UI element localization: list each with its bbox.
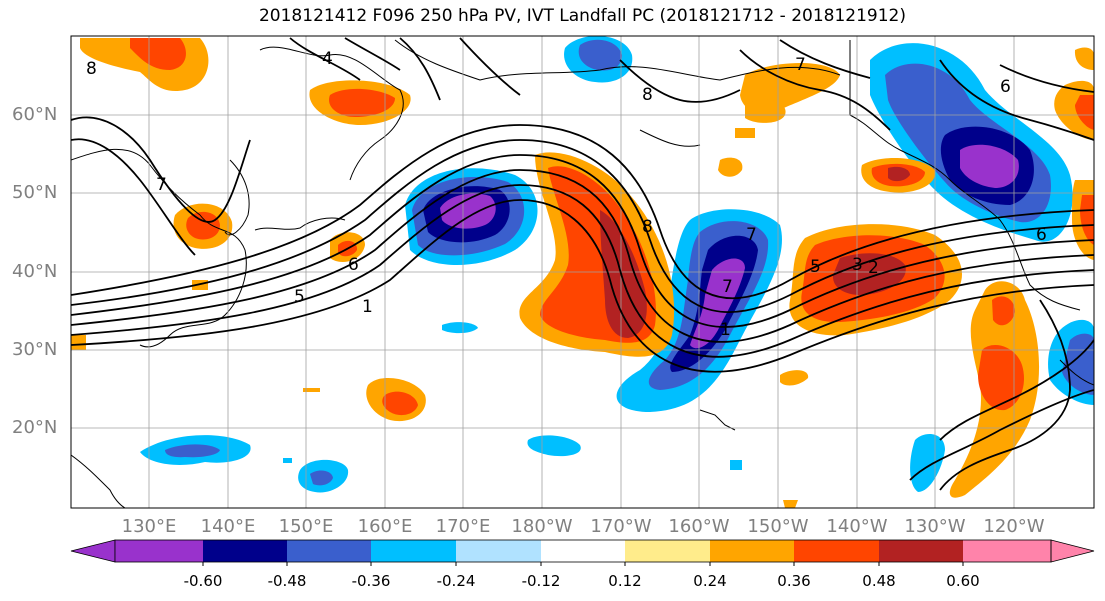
colorbar-tick-label: 0.12 [608,572,642,590]
positive-anomaly-east-coast [949,47,1094,498]
contour-label: 2 [868,258,879,278]
contour-label: 5 [294,287,305,307]
lon-label: 120°W [983,516,1045,537]
contour-label: 6 [348,255,359,275]
lon-label: 140°W [826,516,888,537]
lon-label: 170°W [590,516,652,537]
lat-label: 60°N [12,104,58,125]
lon-label: 140°E [200,516,256,537]
colorbar-tick-label: 0.48 [862,572,896,590]
colorbar-max-extend [1050,539,1095,563]
negative-anomaly-north [564,36,633,83]
lon-label: 130°W [904,516,966,537]
negative-anomaly-small-blobs [140,322,945,493]
contour-label: 7 [722,277,733,297]
lon-label: 160°E [357,516,413,537]
lon-label: 170°E [435,516,491,537]
contour-label: 4 [322,49,333,69]
contour-label: 7 [156,175,167,195]
contour-label: 8 [642,85,653,105]
contour-label: 1 [362,297,373,317]
positive-anomaly-alaska-gulf [861,158,936,193]
positive-anomaly-japan [71,203,365,350]
contour-label: 5 [810,257,821,277]
positive-anomaly-gulf [789,224,962,336]
map-title: 2018121412 F096 250 hPa PV, IVT Landfall… [258,6,906,26]
lat-label: 30°N [12,339,58,360]
colorbar-tick-label: 0.36 [777,572,811,590]
contour-label: 7 [746,225,757,245]
colorbar-tick-label: 0.60 [946,572,980,590]
colorbar-tick-label: -0.48 [267,572,307,590]
negative-anomaly-alaska [870,43,1073,242]
gridlines [71,36,1094,508]
colorbar-tick-label: -0.24 [436,572,476,590]
lat-label: 40°N [12,261,58,282]
lat-label: 50°N [12,182,58,203]
colorbar-min-extend [70,539,116,563]
contour-labels: 4 8 6 7 7 8 5 1 6 8 7 7 5 3 2 6 1 [86,49,1047,340]
coastlines [71,39,1094,508]
lon-label: 130°E [121,516,177,537]
colorbar-tick-label: 0.24 [693,572,727,590]
lon-label: 150°W [747,516,809,537]
colorbar-tick-label: -0.36 [351,572,391,590]
contour-label: 6 [1000,77,1011,97]
lon-label: 180°W [511,516,573,537]
lon-label: 150°E [278,516,334,537]
plot-frame [70,35,1095,509]
ivt-contours [71,37,1094,491]
positive-anomaly-trough-east [519,152,675,357]
shaded-fields: 4 8 6 7 7 8 5 1 6 8 7 7 5 3 2 6 1 [71,36,1094,508]
contour-label: 8 [86,59,97,79]
contour-label: 3 [852,255,863,275]
lat-label: 20°N [12,417,58,438]
contour-label: 1 [720,320,731,340]
contour-label: 8 [642,217,653,237]
positive-anomaly-south [303,370,809,508]
colorbar-tick-label: -0.60 [183,572,223,590]
positive-anomaly-north-pacific-orange [718,62,840,177]
contour-label: 6 [1036,225,1047,245]
colorbar [70,539,1095,566]
colorbar-tick-label: -0.12 [521,572,561,590]
contour-label: 7 [795,55,806,75]
lon-label: 160°W [668,516,730,537]
